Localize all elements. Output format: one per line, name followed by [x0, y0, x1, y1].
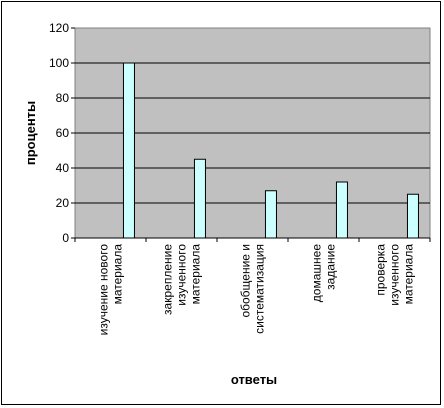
x-category-label-line: изученного	[175, 244, 189, 306]
x-category-label: проверкаизученногоматериала	[374, 244, 416, 306]
x-category-label-line: закрепление	[161, 244, 175, 315]
bar	[122, 62, 135, 239]
y-tick-label: 60	[56, 126, 70, 140]
bar	[193, 158, 206, 239]
x-axis-title: ответы	[231, 372, 277, 387]
y-tick-label: 40	[56, 161, 70, 175]
y-tick-labels: 0 20 40 60 80 100 120	[49, 21, 75, 245]
x-category-label-line: изучение нового	[97, 244, 111, 336]
x-category-label: закреплениеизученногоматериала	[161, 244, 203, 315]
x-category-label: изучение новогоматериала	[97, 244, 125, 336]
x-category-label-line: материала	[189, 244, 203, 305]
x-category-label-line: систематизация	[253, 244, 267, 334]
x-category-label-line: материала	[402, 244, 416, 305]
y-tick-label: 0	[62, 231, 69, 245]
bar	[406, 193, 419, 239]
y-tick-label: 80	[56, 91, 70, 105]
x-category-label-line: задание	[324, 244, 338, 290]
x-category-label-line: домашнее	[310, 244, 324, 303]
y-tick-label: 100	[49, 56, 69, 70]
x-category-label: обобщение исистематизация	[239, 244, 267, 334]
x-category-label: домашнеезадание	[310, 244, 338, 303]
x-category-label-line: изученного	[388, 244, 402, 306]
y-axis-title: проценты	[23, 101, 38, 165]
x-category-label-line: обобщение и	[239, 244, 253, 318]
x-category-label-line: материала	[111, 244, 125, 305]
x-category-label-line: проверка	[374, 244, 388, 296]
x-category-labels: изучение новогоматериала закреплениеизуче…	[74, 238, 431, 336]
bar	[264, 190, 277, 239]
y-tick-label: 120	[49, 21, 69, 35]
bar	[335, 181, 348, 239]
y-tick-label: 20	[56, 196, 70, 210]
